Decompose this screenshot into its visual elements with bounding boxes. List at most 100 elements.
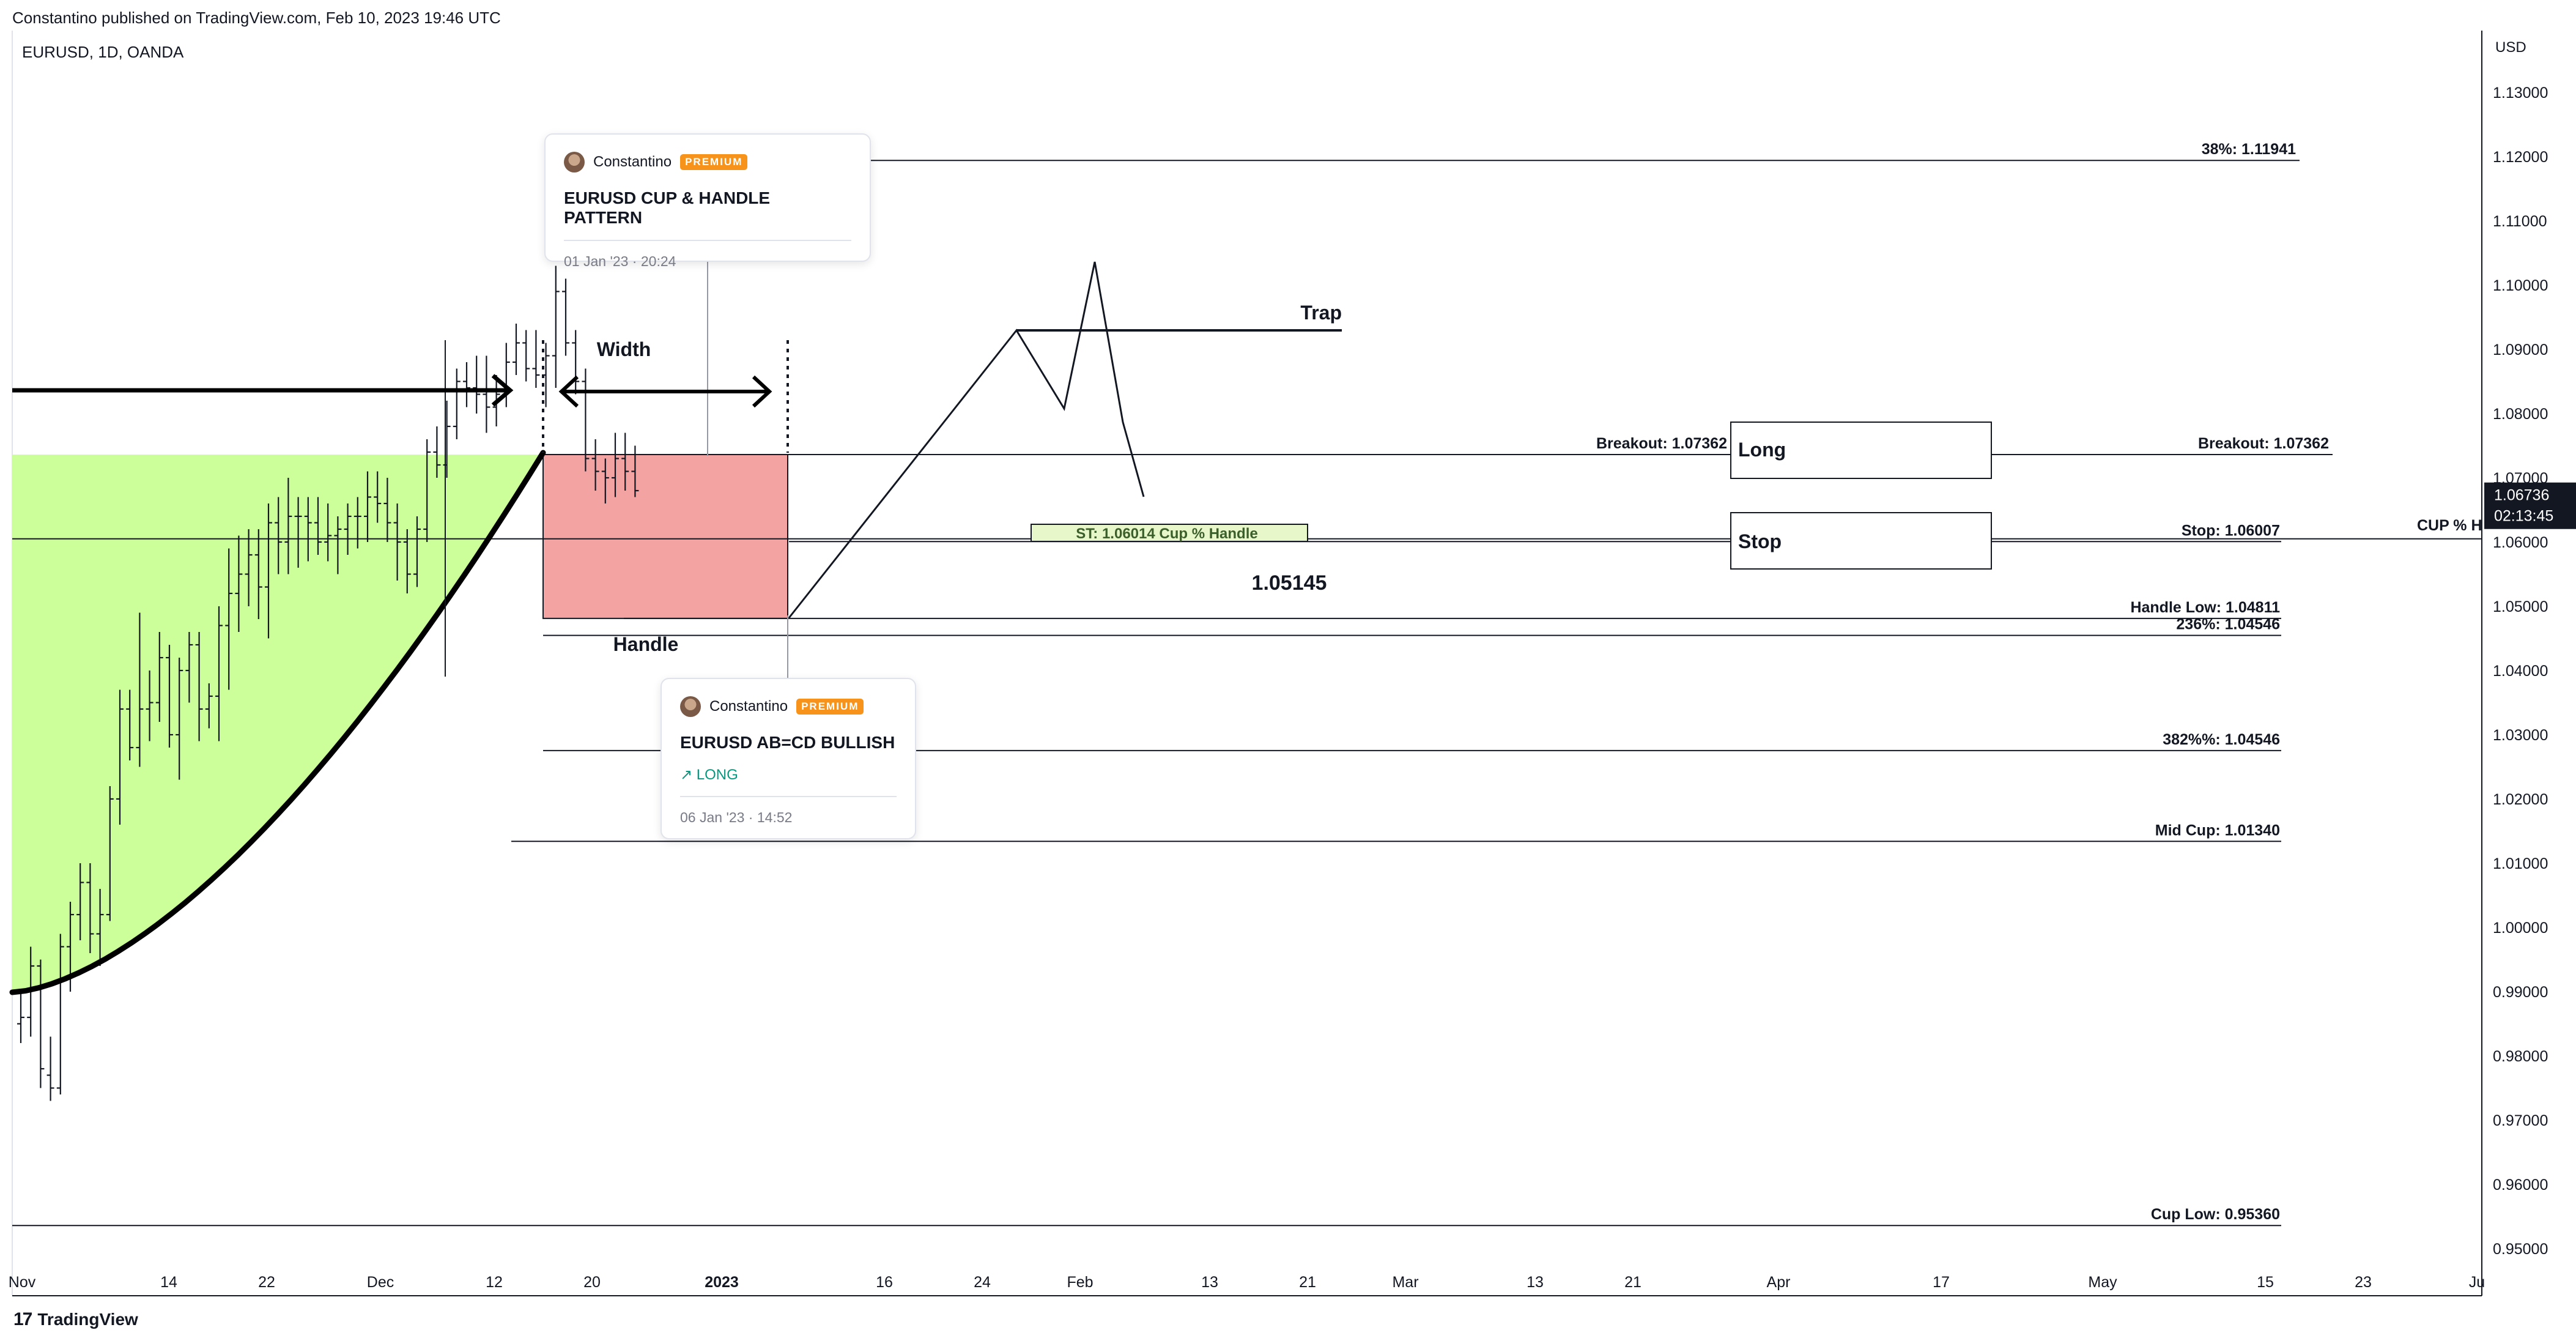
brand-name: TradingView xyxy=(37,1310,138,1329)
tradingview-logo-icon: 17 xyxy=(13,1309,32,1329)
trend-arrow-head xyxy=(491,374,514,407)
ohlc-bar xyxy=(601,458,609,503)
label-cup-low: Cup Low: 0.95360 xyxy=(2151,1206,2280,1223)
price-tick-label: 1.00000 xyxy=(2493,919,2548,937)
ohlc-bar xyxy=(37,959,45,1088)
label-236: 236%: 1.04546 xyxy=(2176,616,2280,633)
time-tick-label: 22 xyxy=(258,1274,275,1291)
stop-box xyxy=(1730,512,1992,570)
st-label: ST: 1.06014 Cup % Handle xyxy=(1076,526,1257,542)
label-mid-cup: Mid Cup: 1.01340 xyxy=(2155,822,2280,839)
ohlc-bar xyxy=(86,863,94,953)
time-tick-label: 15 xyxy=(2257,1274,2274,1291)
price-tick-label: 1.09000 xyxy=(2493,341,2548,358)
published-caption: Constantino published on TradingView.com… xyxy=(12,9,501,27)
handle-box xyxy=(542,453,788,619)
stop-label: Stop xyxy=(1738,530,1782,552)
ohlc-bar xyxy=(294,497,302,568)
price-tick-label: 1.10000 xyxy=(2493,277,2548,294)
last-price-box xyxy=(2484,482,2576,529)
ohlc-bar xyxy=(463,362,470,407)
idea-title[interactable]: EURUSD AB=CD BULLISH xyxy=(680,733,895,752)
price-tick-label: 1.03000 xyxy=(2493,727,2548,744)
time-tick-label: 21 xyxy=(1299,1274,1316,1291)
ohlc-bar xyxy=(136,612,144,767)
time-tick-label: Feb xyxy=(1067,1274,1093,1291)
ohlc-bar xyxy=(423,439,431,542)
currency-label: USD xyxy=(2495,39,2526,56)
idea-date: 01 Jan '23 · 20:24 xyxy=(564,253,676,269)
ohlc-bar xyxy=(166,645,173,748)
divider xyxy=(680,796,897,797)
long-box xyxy=(1730,422,1992,479)
time-tick-label: Apr xyxy=(1767,1274,1791,1291)
author-name[interactable]: Constantino xyxy=(593,154,672,170)
ohlc-bar xyxy=(532,330,540,388)
handle-label: Handle xyxy=(613,633,679,655)
idea-card-abcd[interactable]: Constantino PREMIUM EURUSD AB=CD BULLISH… xyxy=(661,678,916,839)
price-tick-label: 1.01000 xyxy=(2493,855,2548,872)
ohlc-bar xyxy=(612,433,619,497)
ohlc-bar xyxy=(215,606,223,741)
ohlc-bar xyxy=(621,433,629,491)
time-tick-label: 13 xyxy=(1201,1274,1218,1291)
ohlc-bar xyxy=(513,324,520,375)
divider xyxy=(564,240,851,241)
idea-title[interactable]: EURUSD CUP & HANDLE PATTERN xyxy=(564,188,771,227)
ohlc-bar xyxy=(116,689,124,825)
idea-date: 06 Jan '23 · 14:52 xyxy=(680,809,793,825)
price-tick-label: 1.12000 xyxy=(2493,149,2548,166)
label-cup-handle: CUP % H xyxy=(2417,517,2482,534)
price-tick-label: 1.13000 xyxy=(2493,84,2548,102)
ohlc-bar xyxy=(572,330,580,395)
ohlc-bar xyxy=(146,670,154,741)
abcd-zigzag xyxy=(788,261,1145,618)
ohlc-bar xyxy=(374,471,382,523)
label-breakout-left: Breakout: 1.07362 xyxy=(1596,435,1727,452)
ohlc-bar xyxy=(265,503,272,639)
time-tick-label: 24 xyxy=(974,1274,991,1291)
label-stop: Stop: 1.06007 xyxy=(2182,522,2280,539)
time-tick-label: 2023 xyxy=(705,1274,739,1291)
premium-badge: PREMIUM xyxy=(796,699,864,715)
cup-curve xyxy=(9,450,546,995)
ohlc-bar xyxy=(552,266,560,388)
price-tick-label: 1.06000 xyxy=(2493,534,2548,551)
time-tick-label: Mar xyxy=(1392,1274,1418,1291)
label-breakout-right: Breakout: 1.07362 xyxy=(2198,435,2329,452)
ohlc-bar xyxy=(522,330,530,382)
tradingview-logo[interactable]: 17 TradingView xyxy=(13,1309,138,1330)
st-box xyxy=(1031,524,1308,542)
author-name[interactable]: Constantino xyxy=(709,698,788,715)
ohlc-bar xyxy=(195,632,203,741)
price-tick-label: 1.02000 xyxy=(2493,791,2548,808)
time-tick-label: 21 xyxy=(1624,1274,1641,1291)
idea-card-cup-handle[interactable]: Constantino PREMIUM EURUSD CUP & HANDLE … xyxy=(544,133,871,269)
label-38: 38%: 1.11941 xyxy=(2202,141,2296,158)
ohlc-bar xyxy=(364,471,371,542)
ohlc-bar xyxy=(185,632,193,703)
ohlc-bar xyxy=(56,934,64,1094)
ohlc-bar xyxy=(155,632,163,722)
symbol-label[interactable]: EURUSD, 1D, OANDA xyxy=(22,43,184,61)
ohlc-bar xyxy=(433,426,441,478)
price-tick-label: 0.97000 xyxy=(2493,1112,2548,1129)
author-avatar xyxy=(680,696,701,717)
time-tick-label: Ju xyxy=(2469,1274,2485,1291)
ohlc-bar xyxy=(562,278,569,356)
ohlc-bar xyxy=(126,689,134,760)
price-tick-label: 0.99000 xyxy=(2493,984,2548,1001)
ohlc-bar xyxy=(324,503,332,562)
time-tick-label: Dec xyxy=(367,1274,394,1291)
ohlc-bar xyxy=(17,992,24,1043)
countdown-label: 02:13:45 xyxy=(2494,508,2553,525)
price-tick-label: 0.95000 xyxy=(2493,1241,2548,1258)
width-arrow-left-head xyxy=(558,375,579,408)
ohlc-bar xyxy=(106,786,114,921)
ohlc-bar xyxy=(284,478,292,574)
trap-label: Trap xyxy=(1300,302,1342,324)
price-tick-label: 0.96000 xyxy=(2493,1176,2548,1194)
time-tick-label: 17 xyxy=(1933,1274,1950,1291)
time-tick-label: 16 xyxy=(876,1274,893,1291)
